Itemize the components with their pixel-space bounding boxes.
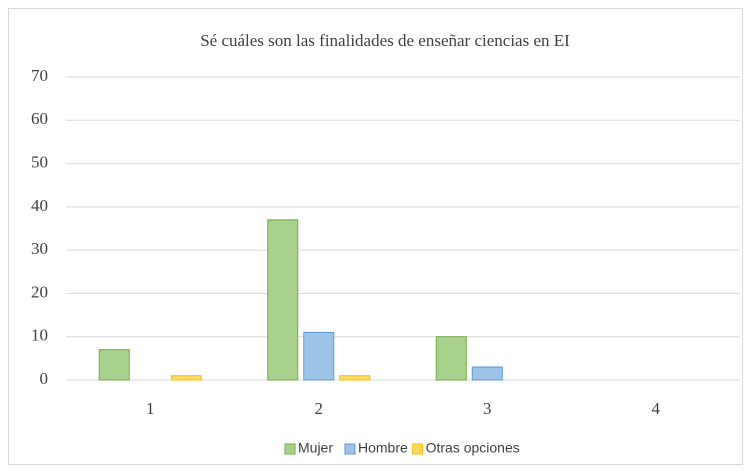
legend-swatch <box>412 443 424 455</box>
legend-label: Mujer <box>298 440 333 456</box>
bar <box>471 366 503 381</box>
legend: Mujer Hombre Otras opciones <box>284 440 520 456</box>
bar <box>98 349 130 381</box>
chart-title: Sé cuáles son las finalidades de enseñar… <box>200 31 570 50</box>
y-tick-label: 20 <box>31 282 48 301</box>
y-tick-label: 50 <box>31 152 48 171</box>
bar <box>303 331 335 381</box>
legend-label: Hombre <box>358 440 408 456</box>
y-tick-label: 60 <box>31 109 48 128</box>
legend-swatch <box>344 443 356 455</box>
legend-swatch <box>284 443 296 455</box>
bar <box>435 336 467 381</box>
x-tick-label: 3 <box>483 399 492 418</box>
y-tick-label: 10 <box>31 326 48 345</box>
y-tick-label: 70 <box>31 66 48 85</box>
legend-label: Otras opciones <box>426 440 520 456</box>
x-tick-label: 2 <box>315 399 324 418</box>
x-tick-label: 1 <box>146 399 155 418</box>
y-tick-label: 30 <box>31 239 48 258</box>
y-tick-label: 40 <box>31 196 48 215</box>
chart-border <box>8 8 743 465</box>
y-tick-label: 0 <box>40 369 49 388</box>
bar <box>267 219 299 381</box>
x-tick-label: 4 <box>652 399 661 418</box>
bar <box>339 375 371 381</box>
bar <box>170 375 202 381</box>
